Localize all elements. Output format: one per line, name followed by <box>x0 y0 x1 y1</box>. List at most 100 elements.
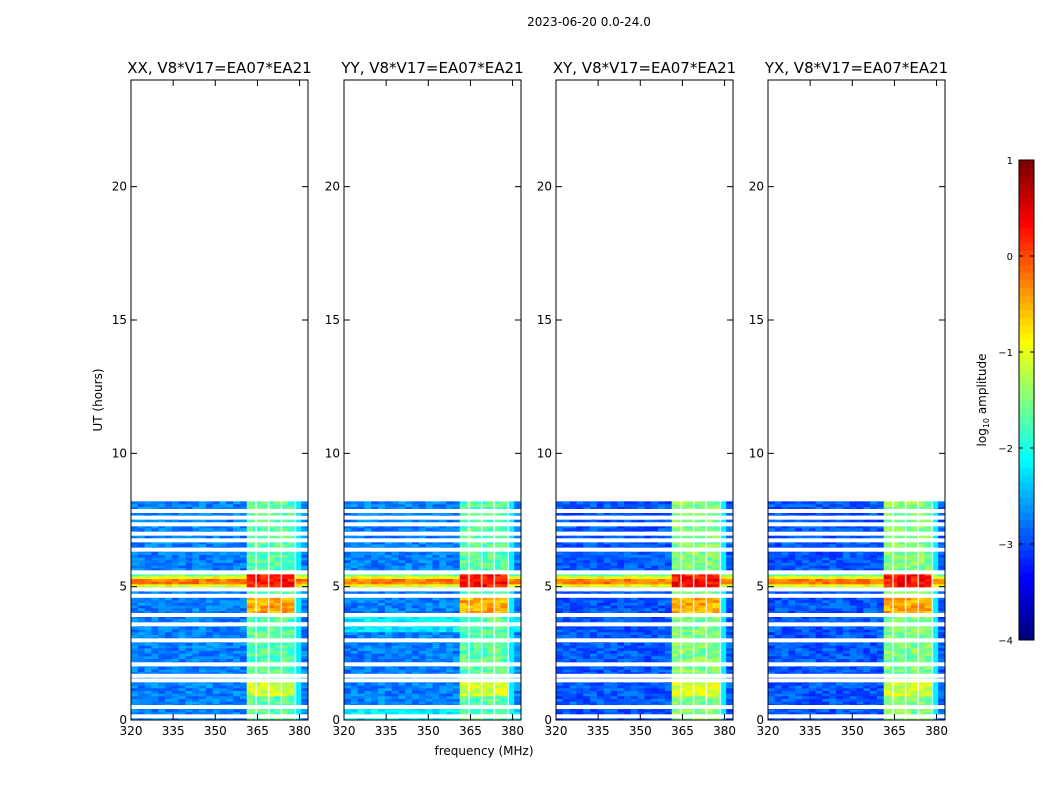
heatmap-cell <box>698 696 707 699</box>
heatmap-cell <box>556 685 564 689</box>
heatmap-cell <box>350 626 358 630</box>
heatmap-cell <box>384 552 392 555</box>
heatmap-cell <box>371 669 379 673</box>
heatmap-cell <box>507 581 515 585</box>
heatmap-cell <box>412 504 420 507</box>
panel-frame <box>130 79 309 721</box>
heatmap-cell <box>425 693 433 697</box>
heatmap-cell <box>459 568 467 571</box>
heatmap-cell <box>344 618 352 622</box>
heatmap-cell <box>493 690 501 694</box>
heatmap-cell <box>432 565 440 569</box>
heatmap-cell <box>562 709 570 713</box>
heatmap-cell <box>384 626 392 630</box>
heatmap-cell <box>712 712 720 715</box>
heatmap-cell <box>357 669 365 673</box>
heatmap-cell <box>712 672 720 675</box>
heatmap-cell <box>171 602 179 606</box>
heatmap-cell <box>378 554 386 558</box>
heatmap-cell <box>398 557 406 561</box>
heatmap-cell <box>267 536 275 539</box>
heatmap-cell <box>273 504 282 507</box>
flagged-channel-line <box>294 501 297 720</box>
heatmap-cell <box>412 632 420 635</box>
heatmap-cell <box>405 717 413 721</box>
heatmap-cell <box>137 685 145 689</box>
heatmap-cell <box>617 688 625 691</box>
heatmap-cell <box>391 717 399 721</box>
heatmap-cell <box>384 541 392 545</box>
heatmap-cell <box>391 650 399 654</box>
heatmap-cell <box>459 541 467 545</box>
heatmap-cell <box>357 634 365 638</box>
heatmap-cell <box>603 666 611 670</box>
heatmap-cell <box>260 650 268 654</box>
heatmap-cell <box>391 666 399 670</box>
heatmap-cell <box>199 712 207 715</box>
heatmap-cell <box>171 600 179 603</box>
heatmap-cell <box>273 552 282 555</box>
heatmap-cell <box>165 682 173 686</box>
heatmap-cell <box>384 616 392 619</box>
heatmap-cell <box>698 690 707 694</box>
heatmap-cell <box>253 629 261 633</box>
heatmap-cell <box>500 565 508 569</box>
heatmap-cell <box>233 541 241 545</box>
heatmap-cell <box>165 712 173 715</box>
flagged-time-row <box>131 522 308 527</box>
heatmap-cell <box>473 568 481 571</box>
heatmap-cell <box>219 650 227 654</box>
heatmap-cell <box>344 578 352 582</box>
heatmap-cell <box>452 698 461 702</box>
heatmap-cell <box>446 557 454 561</box>
heatmap-cell <box>726 672 734 675</box>
heatmap-cell <box>357 520 365 523</box>
heatmap-cell <box>267 565 275 569</box>
heatmap-cell <box>185 688 193 691</box>
heatmap-cell <box>253 592 261 595</box>
heatmap-cell <box>287 642 295 646</box>
heatmap-cell <box>439 690 447 694</box>
heatmap-cell <box>219 672 227 675</box>
heatmap-cell <box>412 690 420 694</box>
heatmap-cell <box>158 554 166 558</box>
heatmap-cell <box>486 520 495 523</box>
heatmap-cell <box>405 504 413 507</box>
heatmap-cell <box>480 645 488 649</box>
heatmap-cell <box>205 568 213 571</box>
heatmap-cell <box>226 669 234 673</box>
heatmap-cell <box>226 693 234 697</box>
heatmap-cell <box>137 717 145 721</box>
heatmap-cell <box>576 701 584 705</box>
heatmap-cell <box>500 552 508 555</box>
heatmap-cell <box>378 573 386 577</box>
heatmap-cell <box>239 616 248 619</box>
heatmap-cell <box>658 690 666 694</box>
heatmap-cell <box>260 669 268 673</box>
heatmap-cell <box>239 573 248 577</box>
flagged-time-row <box>344 662 521 667</box>
heatmap-cell <box>226 568 234 571</box>
heatmap-cell <box>344 573 352 577</box>
heatmap-cell <box>576 682 584 686</box>
heatmap-cell <box>253 618 261 622</box>
heatmap-cell <box>267 618 275 622</box>
heatmap-cell <box>391 552 399 555</box>
heatmap-cell <box>273 698 282 702</box>
heatmap-cell <box>405 597 413 601</box>
heatmap-cell <box>192 552 200 555</box>
heatmap-cell <box>651 688 659 691</box>
heatmap-cell <box>384 578 392 582</box>
heatmap-cell <box>412 653 420 657</box>
heatmap-cell <box>151 605 159 609</box>
heatmap-cell <box>371 616 379 619</box>
heatmap-cell <box>671 666 679 670</box>
heatmap-cell <box>131 656 139 659</box>
heatmap-cell <box>287 648 295 651</box>
heatmap-cell <box>253 696 261 699</box>
heatmap-cell <box>233 610 241 614</box>
heatmap-cell <box>685 669 693 673</box>
heatmap-cell <box>569 688 577 691</box>
